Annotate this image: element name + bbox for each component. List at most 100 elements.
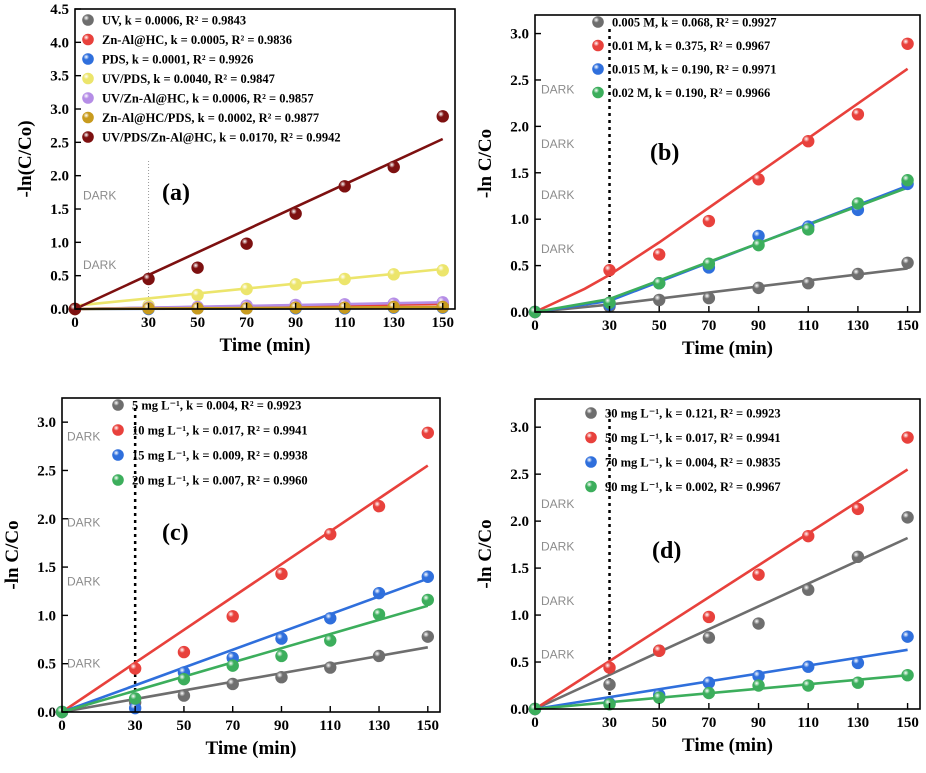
data-point-b-1-2 — [652, 248, 666, 261]
y-tick-label: 0.0 — [510, 702, 529, 718]
data-point-a-3-6 — [387, 268, 400, 281]
fit-line-d-1 — [534, 468, 909, 711]
data-point-d-0-5 — [802, 583, 815, 596]
legend-entry: 50 mg L⁻¹, k = 0.017, R² = 0.9941 — [605, 431, 781, 445]
data-point-b-1-5 — [802, 135, 815, 148]
y-tick-label: 0.0 — [37, 705, 56, 721]
x-tick-label: 0 — [531, 715, 539, 731]
legend-entry: Zn-Al@HC, k = 0.0005, R² = 0.9836 — [102, 33, 292, 47]
data-point-b-0-3 — [702, 291, 716, 305]
y-tick-label: 4.0 — [50, 35, 69, 51]
dark-label: DARK — [541, 594, 574, 608]
data-point-d-0-3 — [702, 631, 716, 644]
data-point-c-1-4 — [275, 567, 288, 581]
panel-label: (b) — [650, 140, 679, 166]
x-tick-label: 0 — [58, 718, 66, 734]
x-tick-label: 130 — [382, 315, 405, 331]
data-point-d-1-4 — [752, 568, 765, 581]
y-tick-label: 1.5 — [37, 560, 56, 576]
data-point-a-3-5 — [338, 272, 351, 286]
legend-entry: 0.015 M, k = 0.190, R² = 0.9971 — [612, 63, 777, 77]
data-point-b-3-4 — [752, 238, 765, 252]
data-point-c-3-6 — [372, 608, 386, 621]
data-point-b-1-4 — [752, 173, 765, 186]
data-point-d-2-3 — [702, 676, 716, 689]
data-point-d-0-1 — [603, 678, 616, 691]
data-point-d-3-4 — [752, 679, 765, 692]
dark-label: DARK — [541, 242, 574, 256]
x-tick-label: 70 — [701, 318, 716, 334]
data-point-a-3-3 — [240, 282, 253, 296]
legend-marker — [112, 424, 124, 436]
fit-line-d-2 — [534, 648, 908, 711]
legend-marker — [82, 111, 94, 124]
chart-panel-b: DARK DARK DARK DARK 0 30 50 70 90 110 130 150 0.0 0.5… — [475, 14, 921, 359]
data-point-b-3-1 — [603, 296, 616, 309]
data-point-b-0-2 — [652, 293, 666, 307]
legend: 0.005 M, k = 0.068, R² = 0.9927 0.01 M, k… — [592, 16, 777, 100]
y-axis-label: -ln C/Co — [475, 519, 496, 588]
data-point-b-0-7 — [901, 256, 914, 270]
data-point-a-6-5 — [338, 180, 351, 193]
data-point-d-1-1 — [603, 661, 616, 674]
data-point-d-2-7 — [901, 630, 914, 643]
legend-entry: 90 mg L⁻¹, k = 0.002, R² = 0.9967 — [605, 480, 781, 494]
y-tick-label: 3.5 — [50, 69, 69, 85]
legend-marker — [82, 53, 94, 65]
x-tick-label: 110 — [334, 315, 356, 331]
y-tick-label: 1.0 — [37, 608, 56, 624]
x-tick-label: 50 — [176, 718, 191, 734]
x-tick-label: 110 — [797, 318, 819, 334]
legend-entry: UV/Zn-Al@HC, k = 0.0006, R² = 0.9857 — [102, 92, 314, 106]
data-point-d-0-4 — [752, 617, 765, 630]
data-point-a-3-4 — [289, 278, 302, 291]
fit-line-d-0 — [534, 536, 909, 711]
legend-marker — [592, 86, 604, 99]
axes-frame — [74, 8, 456, 310]
legend-marker — [112, 399, 124, 411]
y-tick-label: 2.0 — [50, 169, 69, 185]
legend: UV, k = 0.0006, R² = 0.9843 Zn-Al@HC, k =… — [82, 14, 341, 145]
x-tick-label: 50 — [652, 318, 667, 334]
x-tick-label: 30 — [602, 715, 617, 731]
x-tick-label: 90 — [751, 318, 766, 334]
y-tick-label: 3.0 — [510, 27, 529, 43]
data-point-c-0-7 — [421, 630, 435, 643]
y-tick-label: 2.0 — [510, 119, 529, 135]
x-tick-label: 130 — [368, 718, 391, 734]
x-axis-label: Time (min) — [682, 338, 773, 359]
panel-label: (c) — [162, 520, 189, 546]
legend-marker — [82, 131, 94, 143]
data-point-d-3-7 — [901, 668, 914, 682]
x-tick-label: 150 — [431, 315, 454, 331]
data-point-d-3-2 — [652, 691, 666, 704]
data-point-c-3-1 — [128, 692, 142, 705]
x-tick-label: 130 — [847, 318, 870, 334]
dark-label: DARK — [541, 137, 574, 151]
x-tick-label: 0 — [71, 315, 79, 331]
x-tick-label: 0 — [531, 318, 539, 334]
x-tick-label: 130 — [847, 715, 870, 731]
legend-marker — [585, 480, 597, 493]
y-tick-label: 1.5 — [50, 202, 69, 218]
y-tick-label: 0.5 — [510, 655, 529, 671]
x-tick-label: 90 — [751, 715, 766, 731]
legend-marker — [82, 72, 94, 85]
data-point-b-1-7 — [901, 37, 914, 50]
y-tick-label: 2.0 — [510, 514, 529, 530]
legend-entry: 0.005 M, k = 0.068, R² = 0.9927 — [612, 16, 777, 30]
legend-marker — [112, 449, 124, 461]
dark-label: DARK — [67, 575, 100, 589]
data-point-d-2-4 — [752, 669, 765, 683]
y-tick-label: 1.5 — [510, 561, 529, 577]
legend-marker — [585, 431, 597, 444]
data-point-d-1-6 — [851, 502, 865, 516]
y-tick-label: 0.0 — [510, 305, 529, 321]
data-point-d-1-2 — [652, 644, 666, 657]
data-point-c-2-7 — [421, 570, 435, 583]
x-tick-label: 50 — [190, 315, 205, 331]
chart-panel-a: DARK DARK 0 30 50 70 90 110 130 150 0.0 0.5 1.0 1.5 2.… — [15, 2, 456, 356]
y-tick-label: 3.0 — [510, 420, 529, 436]
fit-line-a-6 — [74, 137, 444, 311]
